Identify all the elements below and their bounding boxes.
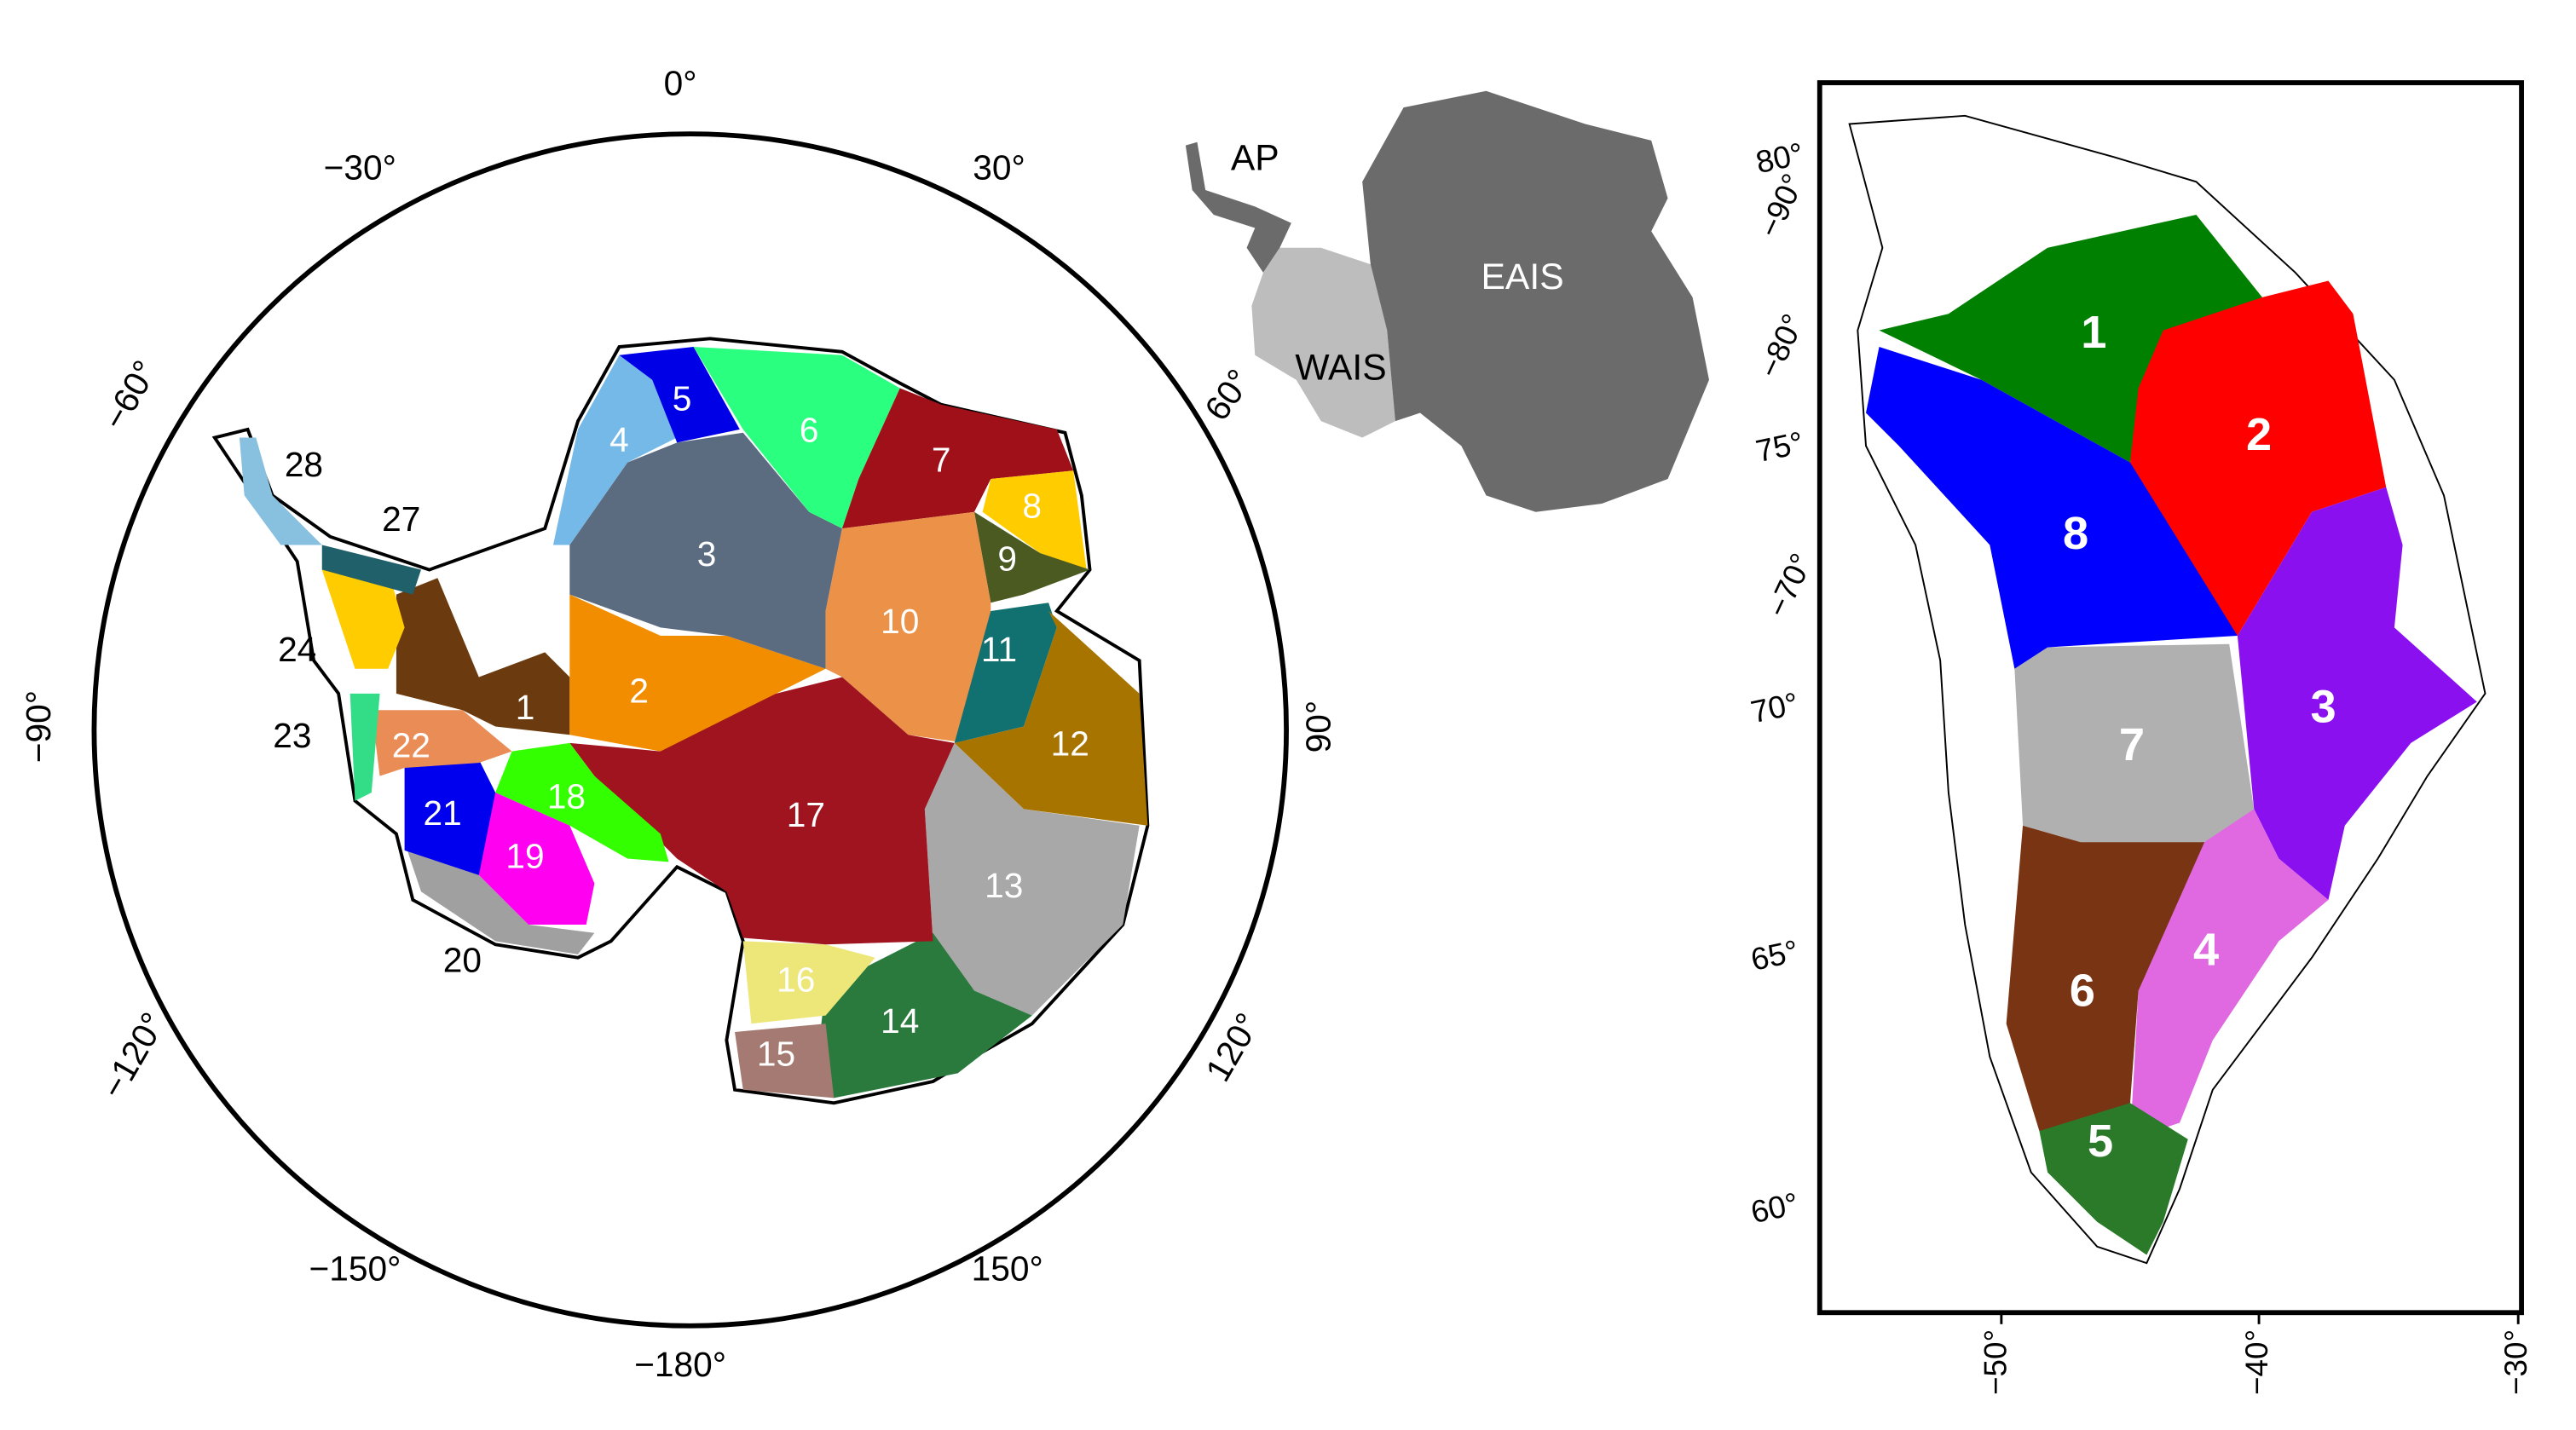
antarctic-basin <box>924 742 1140 1016</box>
antarctic-basin <box>841 388 1074 529</box>
antarctic-basin <box>619 347 740 443</box>
antarctic-basin-label: 9 <box>997 539 1017 579</box>
inset-region <box>1362 90 1709 512</box>
antarctic-basin <box>371 710 512 776</box>
antarctic-basin-label: 11 <box>981 630 1017 669</box>
antarctic-basin-label: 16 <box>777 960 815 1000</box>
longitude-label: 60° <box>1197 362 1259 428</box>
antarctic-basin-label: 24 <box>278 630 316 669</box>
longitude-label: −30° <box>2498 1329 2533 1395</box>
antarctic-basin <box>569 594 826 752</box>
antarctic-basin-label: 3 <box>697 534 717 574</box>
latitude-label: 70° <box>1747 686 1801 730</box>
inset-region <box>1251 247 1395 438</box>
antarctic-basin <box>321 545 421 595</box>
longitude-label: −40° <box>2239 1329 2274 1395</box>
antarctic-basin <box>693 347 900 529</box>
inset-label: EAIS <box>1481 257 1564 297</box>
inset-region <box>1185 141 1291 273</box>
antarctic-basin-label: 22 <box>392 725 430 764</box>
latitude-label: 60° <box>1747 1186 1801 1231</box>
greenland-basin <box>2237 487 2477 900</box>
greenland-basin <box>1866 347 2238 669</box>
antarctic-basin-label: 17 <box>787 795 825 834</box>
antarctic-basin <box>973 511 1090 603</box>
greenland-basin-label: 1 <box>2081 307 2106 358</box>
antarctic-basin-label: 14 <box>881 1001 919 1041</box>
antarctic-basin <box>404 759 496 875</box>
longitude-label: 0° <box>664 64 697 103</box>
longitude-label: −50° <box>1978 1329 2013 1395</box>
antarctic-basin-label: 13 <box>985 866 1023 905</box>
greenland-basin-label: 3 <box>2311 682 2336 733</box>
antarctic-basin <box>495 742 669 862</box>
antarctic-basin-label: 6 <box>800 410 819 449</box>
antarctic-basin-label: 23 <box>273 716 311 755</box>
longitude-label: −30° <box>324 147 396 187</box>
antarctic-basin <box>569 677 955 945</box>
antarctic-basin-label: 20 <box>443 940 482 979</box>
greenland-basin-label: 6 <box>2070 966 2095 1017</box>
longitude-label: 30° <box>973 147 1025 187</box>
antarctic-basin <box>569 432 842 669</box>
inset-label: AP <box>1231 137 1279 178</box>
antarctic-basin-label: 8 <box>1022 487 1042 526</box>
greenland-basin <box>2129 280 2387 637</box>
longitude-label: −180° <box>634 1345 726 1384</box>
inset-label: WAIS <box>1295 347 1386 388</box>
greenland-basin <box>2014 643 2255 843</box>
longitude-label: 90° <box>1298 701 1337 753</box>
antarctic-basin <box>954 610 1148 826</box>
greenland-basin <box>2006 825 2205 1132</box>
greenland-basin-label: 2 <box>2246 409 2272 460</box>
longitude-label: 120° <box>1198 1006 1268 1088</box>
antarctic-basin <box>825 511 991 743</box>
greenland-basin-label: 5 <box>2088 1116 2113 1167</box>
greenland-basin-label: 4 <box>2193 924 2219 975</box>
antarctic-basin <box>982 470 1087 570</box>
longitude-label: −60° <box>95 354 165 436</box>
antarctic-basin-label: 7 <box>932 440 951 479</box>
antarctic-basin <box>552 355 678 545</box>
longitude-label: −90° <box>19 690 58 763</box>
polar-frame <box>91 131 1289 1329</box>
greenland-basin <box>1879 215 2262 463</box>
longitude-label: −70° <box>1759 548 1819 622</box>
longitude-label: −80° <box>1752 308 1811 383</box>
antarctic-basin <box>239 437 322 545</box>
antarctic-basin <box>742 941 875 1024</box>
antarctic-basin <box>954 603 1057 743</box>
antarctic-basin <box>735 1023 835 1098</box>
antarctic-basin-label: 27 <box>382 499 420 539</box>
antarctic-basin-label: 5 <box>673 379 692 418</box>
antarctic-basin <box>349 693 380 801</box>
antarctic-basin-label: 4 <box>609 420 629 459</box>
antarctic-basin <box>471 776 595 925</box>
antarctic-basin <box>321 569 405 669</box>
longitude-label: −150° <box>309 1249 401 1289</box>
antarctic-basin-label: 19 <box>505 836 544 875</box>
greenland-frame <box>1816 80 2524 1316</box>
antarctic-basin-label: 2 <box>629 672 649 711</box>
antarctic-basin-label: 10 <box>881 602 919 641</box>
antarctic-basin <box>396 578 570 735</box>
antarctic-basin-label: 1 <box>516 688 535 727</box>
antarctic-basin <box>817 932 1032 1098</box>
longitude-label: −120° <box>93 1006 173 1104</box>
antarctic-basin-label: 21 <box>424 793 462 833</box>
antarctic-basin-label: 18 <box>547 777 586 816</box>
latitude-label: 75° <box>1753 425 1806 470</box>
greenland-basin <box>2039 1103 2188 1255</box>
greenland-basin-label: 8 <box>2063 508 2088 559</box>
antarctic-basin-label: 28 <box>285 445 323 484</box>
greenland-basin-label: 7 <box>2119 719 2145 770</box>
antarctic-basin-label: 15 <box>757 1035 795 1074</box>
greenland-basin <box>2129 809 2329 1139</box>
longitude-label: 150° <box>972 1249 1043 1289</box>
antarctic-basin-label: 12 <box>1051 724 1089 764</box>
latitude-label: 65° <box>1747 933 1801 977</box>
antarctic-basin <box>404 842 595 954</box>
